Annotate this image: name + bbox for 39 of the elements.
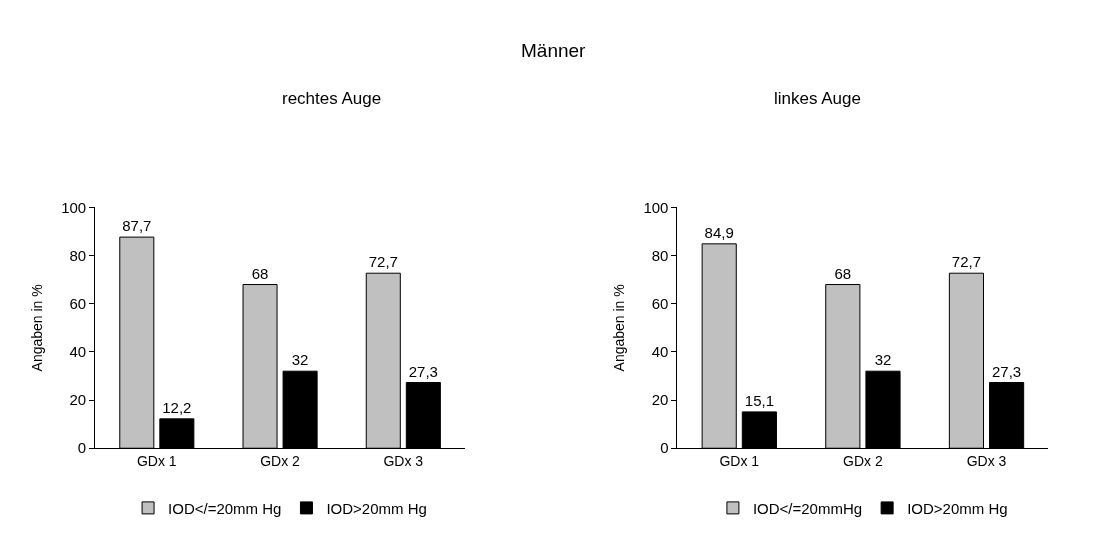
- y-tick-label: 40: [69, 343, 87, 361]
- legend-label: IOD</=20mm Hg: [168, 499, 282, 517]
- x-tick-label: GDx 1: [719, 453, 760, 470]
- chart-title: linkes Auge: [774, 89, 861, 108]
- y-tick-label: 60: [651, 295, 669, 313]
- data-label: 87,7: [122, 217, 152, 235]
- chart-title: rechtes Auge: [282, 89, 382, 108]
- data-label: 72,7: [951, 253, 982, 271]
- legend-label: IOD>20mm Hg: [326, 499, 427, 517]
- data-label: 27,3: [992, 362, 1022, 380]
- x-tick-label: GDx 2: [260, 453, 301, 470]
- y-axis-title: Angaben in %: [28, 284, 45, 372]
- y-tick-label: 100: [61, 198, 87, 216]
- x-tick-label: GDx 3: [383, 453, 424, 470]
- text: Männer: [521, 40, 587, 61]
- y-tick-label: 20: [651, 391, 669, 409]
- y-tick-label: 80: [651, 246, 669, 264]
- data-label: 12,2: [162, 398, 192, 416]
- y-tick-label: 60: [69, 295, 87, 313]
- data-label: 68: [251, 264, 269, 282]
- y-tick-label: 20: [69, 391, 87, 409]
- data-label: 72,7: [368, 253, 398, 271]
- y-tick-label: 100: [643, 198, 669, 216]
- y-tick-label: 80: [69, 246, 87, 264]
- data-label: 32: [291, 351, 309, 369]
- data-label: 68: [834, 264, 852, 282]
- x-tick-label: GDx 3: [966, 453, 1007, 470]
- data-label: 32: [874, 351, 892, 369]
- data-label: 27,3: [408, 362, 438, 380]
- y-tick-label: 40: [651, 343, 669, 361]
- x-tick-label: GDx 1: [136, 453, 177, 470]
- data-label: 84,9: [704, 223, 734, 241]
- legend-label: IOD</=20mmHg: [752, 499, 863, 517]
- legend-label: IOD>20mm Hg: [907, 499, 1008, 517]
- x-tick-label: GDx 2: [843, 453, 883, 470]
- data-label: 15,1: [744, 391, 774, 409]
- y-tick-label: 0: [660, 439, 669, 457]
- y-tick-label: 0: [77, 439, 87, 457]
- y-axis-title: Angaben in %: [611, 284, 628, 372]
